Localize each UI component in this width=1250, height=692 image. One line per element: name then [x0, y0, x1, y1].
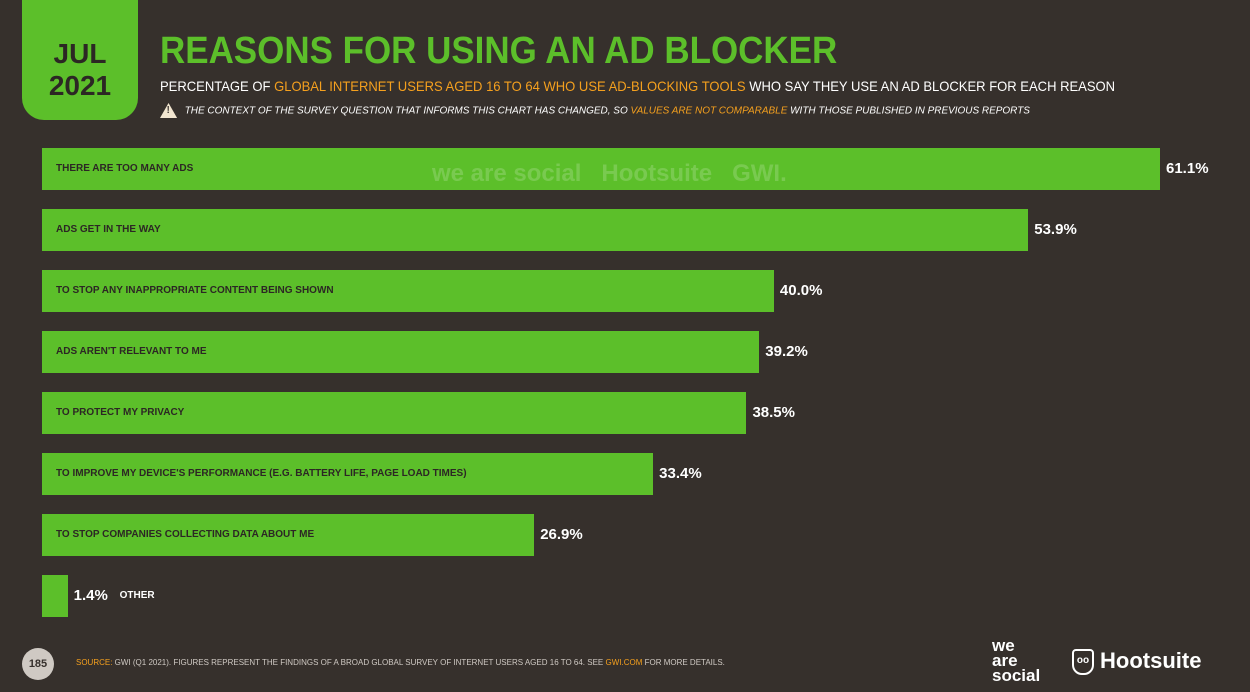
bar — [42, 575, 68, 617]
category-label: TO STOP ANY INAPPROPRIATE CONTENT BEING … — [56, 285, 334, 296]
category-label: ADS AREN'T RELEVANT TO ME — [56, 346, 207, 357]
category-label: ADS GET IN THE WAY — [56, 224, 161, 235]
value-label: 53.9% — [1034, 221, 1077, 238]
page-title: REASONS FOR USING AN AD BLOCKER — [160, 30, 838, 72]
category-label: OTHER — [119, 590, 155, 601]
source-label: SOURCE: — [76, 658, 113, 667]
date-badge: JUL 2021 — [22, 0, 138, 120]
category-label: THERE ARE TOO MANY ADS — [56, 163, 194, 174]
value-label: 38.5% — [752, 404, 795, 421]
value-label: 26.9% — [540, 526, 583, 543]
warning-icon — [160, 103, 178, 118]
source-link[interactable]: GWI.COM — [605, 658, 643, 667]
watermark: we are social Hootsuite GWI. — [432, 160, 787, 187]
value-label: 33.4% — [659, 465, 702, 482]
category-label: TO PROTECT MY PRIVACY — [56, 407, 185, 418]
hootsuite-logo: oo Hootsuite — [1072, 648, 1202, 676]
category-label: TO STOP COMPANIES COLLECTING DATA ABOUT … — [56, 529, 315, 540]
date-year: 2021 — [48, 70, 112, 101]
value-label: 61.1% — [1166, 160, 1209, 177]
subtitle: PERCENTAGE OF GLOBAL INTERNET USERS AGED… — [160, 78, 1115, 94]
subtitle-text: PERCENTAGE OF — [160, 78, 275, 94]
value-label: 39.2% — [765, 343, 808, 360]
date-month: JUL — [53, 38, 107, 69]
bar — [42, 148, 1160, 190]
bar — [42, 270, 774, 312]
owl-icon: oo — [1072, 649, 1094, 676]
subtitle-text-end: WHO SAY THEY USE AN AD BLOCKER FOR EACH … — [745, 78, 1116, 94]
bar — [42, 209, 1029, 251]
page-number: 185 — [22, 648, 54, 680]
source-end: FOR MORE DETAILS. — [642, 658, 725, 667]
note-text: THE CONTEXT OF THE SURVEY QUESTION THAT … — [184, 104, 631, 117]
value-label: 1.4% — [73, 587, 108, 604]
we-are-social-logo: we are social — [992, 636, 1041, 685]
note: THE CONTEXT OF THE SURVEY QUESTION THAT … — [160, 103, 1030, 118]
source-note: SOURCE: GWI (Q1 2021). FIGURES REPRESENT… — [76, 658, 725, 667]
category-label: TO IMPROVE MY DEVICE'S PERFORMANCE (E.G.… — [56, 468, 467, 479]
note-highlight: VALUES ARE NOT COMPARABLE — [630, 104, 788, 117]
bar — [42, 331, 760, 373]
note-text-end: WITH THOSE PUBLISHED IN PREVIOUS REPORTS — [787, 104, 1030, 117]
hootsuite-text: Hootsuite — [1100, 648, 1202, 673]
value-label: 40.0% — [779, 282, 823, 299]
bar — [42, 514, 535, 556]
source-text: GWI (Q1 2021). FIGURES REPRESENT THE FIN… — [112, 658, 606, 667]
bar — [42, 453, 654, 495]
bar — [42, 392, 747, 434]
subtitle-highlight: GLOBAL INTERNET USERS AGED 16 TO 64 WHO … — [274, 78, 746, 94]
